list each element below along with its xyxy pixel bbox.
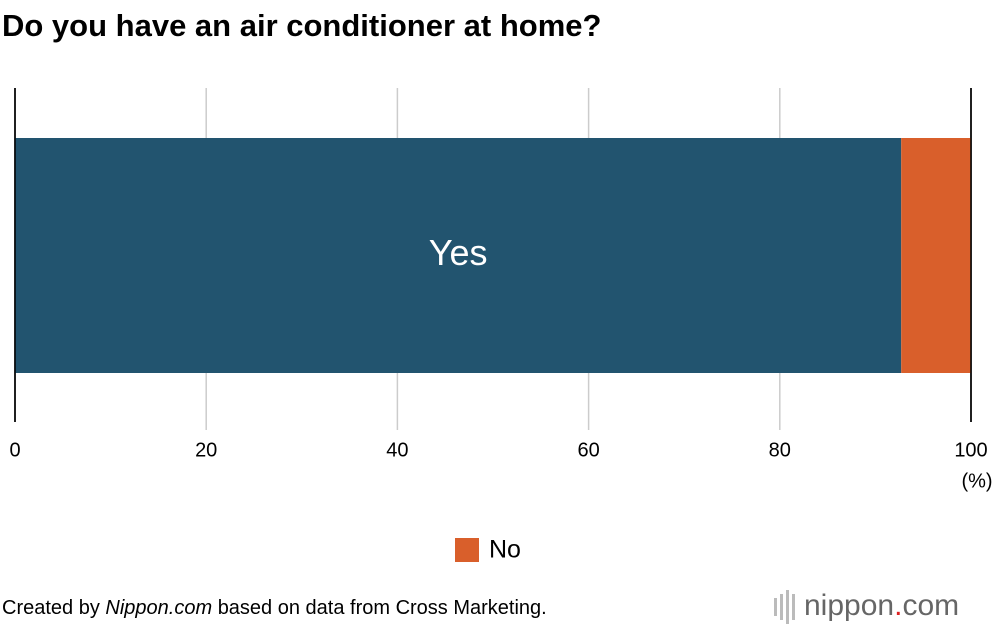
logo-text: nippon.com	[804, 589, 959, 622]
source-prefix: Created by	[2, 597, 100, 619]
segment-label: Yes	[429, 232, 488, 273]
bar-segment	[15, 138, 902, 373]
logo-bar	[780, 594, 783, 620]
x-tick-label: 100	[954, 439, 987, 461]
x-tick-label: 20	[195, 439, 217, 461]
logo-part: com	[902, 589, 959, 622]
logo-bar	[786, 590, 789, 624]
bar-segment	[901, 138, 971, 373]
x-tick-label: 60	[577, 439, 599, 461]
source-italic: Nippon.com	[105, 597, 212, 619]
x-tick-label: 0	[9, 439, 20, 461]
source: Created by Nippon.com based on data from…	[2, 597, 547, 619]
legend-swatch	[455, 538, 479, 562]
logo: nippon.com	[774, 589, 959, 624]
logo-part: nippon	[804, 589, 894, 622]
logo-part: .	[894, 589, 902, 622]
logo-bar	[792, 594, 795, 620]
chart-title: Do you have an air conditioner at home?	[2, 8, 601, 43]
legend-label: No	[489, 536, 521, 564]
source-suffix: based on data from Cross Marketing.	[218, 597, 547, 619]
x-tick-label: 80	[769, 439, 791, 461]
logo-bar	[774, 598, 777, 616]
x-unit: (%)	[961, 470, 992, 492]
x-tick-label: 40	[386, 439, 408, 461]
